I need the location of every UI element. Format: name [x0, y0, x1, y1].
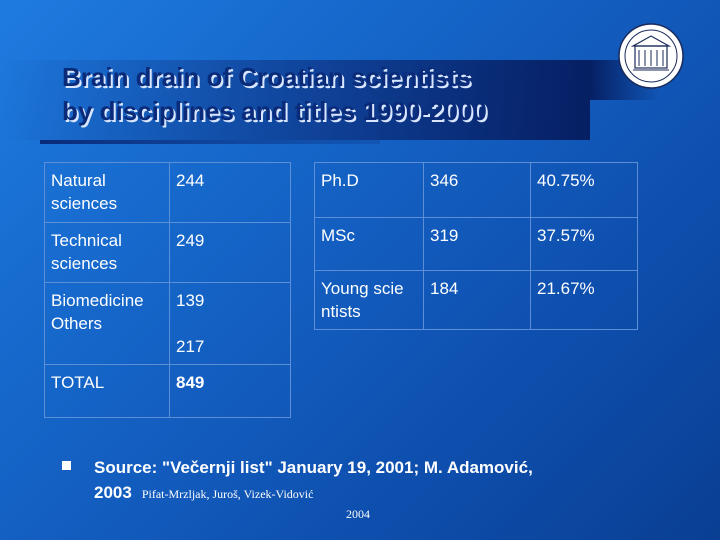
slide-title: Brain drain of Croatian scientists by di…	[62, 60, 622, 128]
titles-table: Ph.D 346 40.75% MSc 319 37.57% Young sci…	[314, 162, 638, 330]
source-citation: Source: "Večernji list" January 19, 2001…	[94, 458, 533, 502]
title-cell: MSc	[314, 217, 424, 271]
university-seal-icon	[618, 23, 684, 89]
count-value: 139	[176, 291, 205, 310]
discipline-cell: Natural sciences	[44, 162, 170, 223]
title-line-2: by disciplines and titles 1990-2000	[62, 96, 487, 126]
source-text: Source: "Večernji list" January 19, 2001…	[94, 455, 582, 507]
count-cell: 139 217	[169, 282, 291, 365]
source-note: Source: "Večernji list" January 19, 2001…	[62, 455, 582, 507]
title-cell: Young scientists	[314, 270, 424, 330]
table-row: Young scientists 184 21.67%	[314, 270, 638, 330]
count-cell: 346	[423, 162, 531, 218]
count-cell: 319	[423, 217, 531, 271]
discipline-label: Others	[51, 314, 103, 333]
title-bar-background	[0, 60, 590, 140]
title-underline	[40, 140, 380, 144]
disciplines-table: Natural sciences 244 Technical sciences …	[44, 162, 291, 418]
title-label: Young scientists	[321, 279, 404, 321]
table-row: Ph.D 346 40.75%	[314, 162, 638, 218]
table-row: Natural sciences 244	[44, 162, 291, 223]
table-row: Technical sciences 249	[44, 222, 291, 283]
source-authors: Pifat-Mrzljak, Juroš, Vizek-Vidović	[141, 487, 314, 501]
table-row: MSc 319 37.57%	[314, 217, 638, 271]
table-row: Biomedicine Others 139 217	[44, 282, 291, 365]
title-cell: Ph.D	[314, 162, 424, 218]
total-count-cell: 849	[169, 364, 291, 418]
table-row: TOTAL 849	[44, 364, 291, 418]
discipline-label: Biomedicine	[51, 291, 144, 310]
count-value: 217	[176, 337, 205, 356]
square-bullet-icon	[62, 461, 71, 470]
percent-cell: 40.75%	[530, 162, 638, 218]
count-cell: 249	[169, 222, 291, 283]
title-line-1: Brain drain of Croatian scientists	[62, 62, 471, 92]
discipline-cell: Technical sciences	[44, 222, 170, 283]
percent-cell: 21.67%	[530, 270, 638, 330]
count-cell: 244	[169, 162, 291, 223]
total-label-cell: TOTAL	[44, 364, 170, 418]
percent-cell: 37.57%	[530, 217, 638, 271]
discipline-cell: Biomedicine Others	[44, 282, 170, 365]
source-year: 2004	[346, 507, 370, 521]
count-cell: 184	[423, 270, 531, 330]
